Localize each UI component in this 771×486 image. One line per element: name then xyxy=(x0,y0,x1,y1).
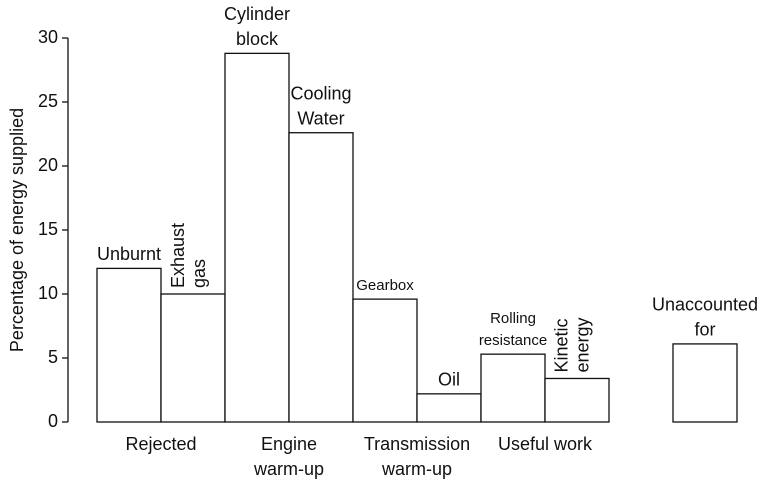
y-tick-label: 0 xyxy=(48,411,58,431)
bar xyxy=(544,377,610,423)
y-tick-label: 15 xyxy=(38,219,58,239)
bar xyxy=(480,353,546,423)
bar-label: Unburnt xyxy=(97,244,161,264)
bar-label: resistance xyxy=(479,332,547,349)
bar-label: Cylinder xyxy=(224,4,290,24)
group-label: Transmission xyxy=(364,434,470,454)
bar-label: block xyxy=(236,29,279,49)
bar xyxy=(160,293,226,423)
bar xyxy=(672,343,738,423)
bar xyxy=(224,52,290,423)
group-label: Rejected xyxy=(125,434,196,454)
y-tick-label: 30 xyxy=(38,27,58,47)
group-label: warm-up xyxy=(253,459,324,479)
bar-label: for xyxy=(694,320,715,340)
y-tick-label: 25 xyxy=(38,91,58,111)
group-label: warm-up xyxy=(381,459,452,479)
y-tick-label: 5 xyxy=(48,347,58,367)
bar-label: Kinetic xyxy=(552,318,572,372)
group-label: Useful work xyxy=(498,434,593,454)
bar xyxy=(96,267,162,423)
bar-label: Oil xyxy=(438,370,460,390)
bar-label: energy xyxy=(573,317,593,372)
bar-label: Water xyxy=(297,108,344,128)
y-axis-label: Percentage of energy supplied xyxy=(7,108,27,352)
group-label: Engine xyxy=(261,434,317,454)
bar-label: Cooling xyxy=(290,83,351,103)
bar-label: gas xyxy=(189,259,209,288)
y-tick-label: 10 xyxy=(38,283,58,303)
y-tick-label: 20 xyxy=(38,155,58,175)
bar xyxy=(352,298,418,423)
bar xyxy=(288,132,354,423)
bar-label: Unaccounted xyxy=(652,295,758,315)
bar-label: Gearbox xyxy=(356,277,414,294)
bar-label: Rolling xyxy=(490,310,536,327)
bar xyxy=(416,393,482,423)
bar-label: Exhaust xyxy=(168,223,188,288)
